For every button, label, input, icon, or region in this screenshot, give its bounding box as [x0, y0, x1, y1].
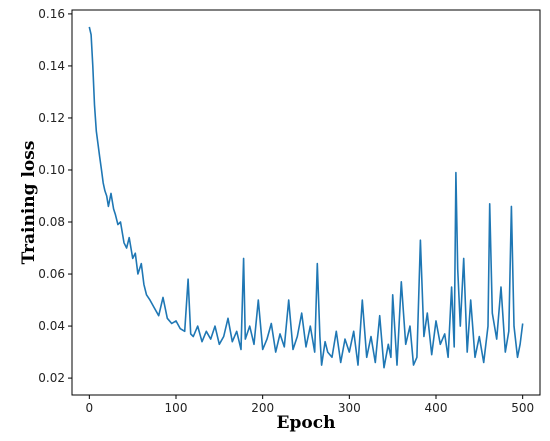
plot-frame — [71, 9, 541, 396]
y-tick-label: 0.14 — [38, 59, 65, 73]
x-tick-label: 0 — [86, 401, 94, 415]
plot-area — [88, 26, 524, 369]
x-axis-label: Epoch — [277, 413, 336, 433]
x-tick-label: 500 — [511, 401, 534, 415]
y-tick-label: 0.10 — [38, 163, 65, 177]
x-axis: 0 100 200 300 400 500 — [86, 395, 534, 415]
x-tick-label: 100 — [165, 401, 188, 415]
y-tick-label: 0.08 — [38, 215, 65, 229]
y-axis-label: Training loss — [19, 141, 39, 265]
y-tick-label: 0.12 — [38, 111, 65, 125]
x-tick-label: 200 — [251, 401, 274, 415]
y-axis: 0.02 0.04 0.06 0.08 0.10 0.12 0.14 0.16 — [38, 7, 72, 385]
y-tick-label: 0.06 — [38, 267, 65, 281]
y-tick-label: 0.04 — [38, 319, 65, 333]
x-tick-label: 300 — [338, 401, 361, 415]
series-line-0 — [88, 26, 524, 369]
y-tick-label: 0.02 — [38, 371, 65, 385]
y-tick-label: 0.16 — [38, 7, 65, 21]
x-tick-label: 400 — [425, 401, 448, 415]
